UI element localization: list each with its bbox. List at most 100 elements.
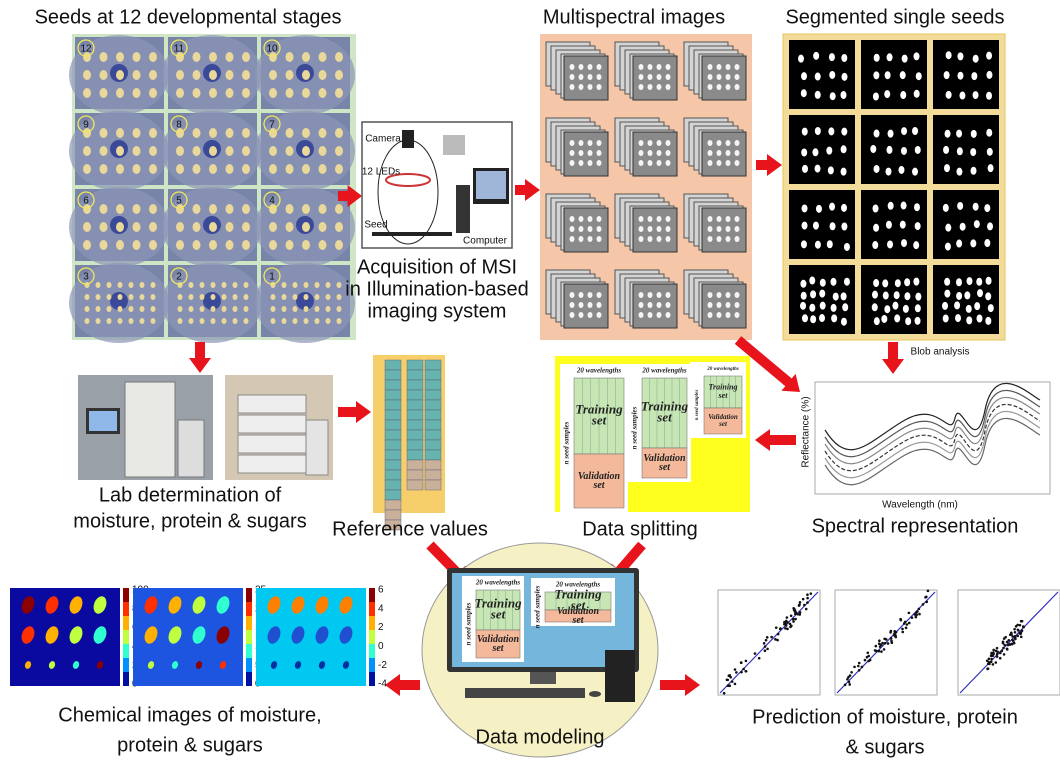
seg-seed bbox=[831, 314, 838, 323]
pred-dot bbox=[774, 626, 778, 629]
ms-seed bbox=[656, 226, 662, 232]
seed bbox=[243, 318, 249, 324]
chem-seed bbox=[219, 661, 227, 669]
ms-seed bbox=[638, 84, 644, 90]
seed bbox=[281, 282, 287, 288]
ref-cell bbox=[424, 419, 442, 431]
pred-dot bbox=[910, 616, 914, 619]
ms-seed bbox=[596, 84, 602, 90]
seg-seed bbox=[819, 289, 826, 298]
pred-dot bbox=[763, 649, 767, 652]
seed bbox=[281, 318, 287, 324]
seg-seed bbox=[881, 314, 888, 323]
ms-seed bbox=[596, 150, 602, 156]
seed bbox=[225, 164, 234, 174]
pred-dot bbox=[784, 627, 787, 630]
seg-seed bbox=[819, 314, 826, 323]
seed bbox=[302, 88, 310, 98]
seg-seed bbox=[873, 129, 880, 138]
seed bbox=[176, 222, 184, 232]
seed bbox=[139, 282, 145, 288]
ms-seed bbox=[734, 292, 740, 298]
acq-screen bbox=[476, 171, 506, 199]
seed bbox=[83, 146, 91, 156]
colorbar bbox=[246, 644, 252, 658]
pred-dot bbox=[796, 612, 800, 616]
seg-seed bbox=[826, 240, 833, 249]
seg-seed bbox=[832, 292, 839, 301]
pred-dot bbox=[728, 684, 732, 688]
arrow bbox=[734, 336, 800, 392]
pred-dot bbox=[1014, 637, 1017, 641]
ms-seed bbox=[587, 302, 593, 308]
chem-seed bbox=[168, 596, 182, 614]
ref-cell bbox=[406, 459, 424, 471]
seed bbox=[336, 306, 342, 312]
seg-seed bbox=[944, 277, 951, 286]
pred-dot bbox=[785, 616, 789, 619]
label: set bbox=[718, 391, 729, 400]
seed bbox=[116, 128, 124, 138]
seed bbox=[188, 318, 194, 324]
colorbar bbox=[246, 672, 252, 686]
pred-dot bbox=[992, 652, 995, 656]
seg-seed bbox=[977, 289, 984, 298]
seed bbox=[116, 88, 124, 98]
seed bbox=[303, 318, 309, 324]
seed bbox=[242, 52, 250, 62]
ms-seed bbox=[665, 64, 671, 70]
seed bbox=[192, 70, 201, 80]
pred-dot bbox=[998, 651, 1002, 655]
pred-dot bbox=[866, 651, 870, 655]
seg-seed bbox=[904, 292, 911, 301]
seg-seed bbox=[944, 289, 951, 298]
ms-seed bbox=[656, 236, 662, 242]
seed bbox=[150, 294, 156, 300]
seg-seed bbox=[843, 277, 850, 286]
seg-seed bbox=[956, 239, 963, 248]
seed bbox=[270, 318, 276, 324]
ms-seed bbox=[707, 84, 713, 90]
seed bbox=[116, 240, 124, 250]
sp-val bbox=[641, 447, 688, 479]
pred-dot bbox=[868, 658, 872, 662]
seed bbox=[116, 146, 124, 156]
ms-seed bbox=[665, 74, 671, 80]
sp-val bbox=[573, 453, 625, 509]
ms-seed bbox=[716, 74, 722, 80]
label: -4 bbox=[378, 679, 387, 690]
pred-dot bbox=[784, 619, 788, 623]
seed bbox=[209, 70, 217, 80]
seg-seed bbox=[840, 91, 847, 100]
seed bbox=[95, 282, 101, 288]
seed bbox=[192, 164, 201, 174]
seg-seed bbox=[943, 71, 950, 80]
label: Reference values bbox=[332, 518, 488, 540]
seed bbox=[176, 164, 184, 174]
seed bbox=[99, 164, 108, 174]
arrow bbox=[385, 674, 420, 696]
seg-seed bbox=[840, 203, 847, 212]
ms-seed bbox=[638, 140, 644, 146]
ref-cell bbox=[406, 359, 424, 371]
label: Training bbox=[575, 402, 623, 417]
ref-cell bbox=[406, 379, 424, 391]
seg-seed bbox=[886, 53, 893, 62]
seg-seed bbox=[900, 146, 907, 155]
seg-seed bbox=[984, 204, 991, 213]
seed bbox=[314, 282, 320, 288]
seed bbox=[99, 240, 108, 250]
seed bbox=[269, 52, 277, 62]
pred-dot bbox=[986, 667, 989, 671]
ms-seed bbox=[647, 312, 653, 318]
chem-seed bbox=[315, 596, 329, 614]
pred-dot bbox=[1010, 631, 1013, 635]
seed bbox=[132, 146, 141, 156]
seed bbox=[192, 222, 201, 232]
ref-cell bbox=[424, 459, 442, 471]
arrow bbox=[338, 401, 371, 423]
chem-seed bbox=[339, 626, 353, 644]
pred-dot bbox=[913, 613, 917, 616]
seg-seed bbox=[901, 239, 908, 248]
seg-seed bbox=[873, 53, 880, 62]
